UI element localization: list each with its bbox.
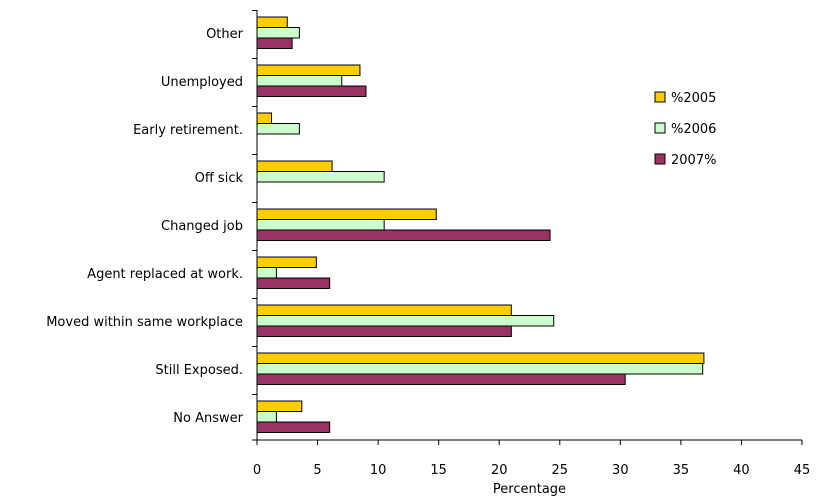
category-label-unemployed: Unemployed xyxy=(161,75,243,90)
legend: %2005 %2006 2007% xyxy=(654,91,716,168)
legend-swatch-2006 xyxy=(654,122,666,134)
legend-swatch-2007 xyxy=(654,153,666,165)
x-tick-label-35: 35 xyxy=(673,463,690,478)
category-label-off-sick: Off sick xyxy=(195,171,244,186)
bar-2007-no-answer xyxy=(256,421,331,433)
bar-2006-off-sick xyxy=(256,171,385,183)
bar-2005-off-sick xyxy=(256,160,333,172)
category-labels: Other Unemployed Early retirement. Off sick… xyxy=(46,10,257,441)
legend-label-2006: %2006 xyxy=(671,122,716,137)
bar-2007-other xyxy=(256,37,293,49)
x-tick-label-5: 5 xyxy=(313,463,321,478)
bars-group xyxy=(256,16,705,433)
category-label-moved-within-same-workplace: Moved within same workplace xyxy=(46,315,243,330)
category-label-early-retirement: Early retirement. xyxy=(133,123,243,138)
bar-2005-moved-within-same-workplace xyxy=(256,304,512,316)
x-tick-label-20: 20 xyxy=(491,463,508,478)
x-tick-label-25: 25 xyxy=(552,463,569,478)
category-label-agent-replaced-at-work: Agent replaced at work. xyxy=(87,267,243,282)
bar-2007-changed-job xyxy=(256,229,551,241)
legend-label-2007: 2007% xyxy=(671,153,716,168)
x-tick-label-40: 40 xyxy=(733,463,750,478)
x-tick-label-30: 30 xyxy=(612,463,629,478)
bar-2005-early-retirement xyxy=(256,112,273,124)
x-tick-label-45: 45 xyxy=(794,463,811,478)
bar-2006-unemployed xyxy=(256,75,343,87)
bar-2006-early-retirement xyxy=(256,123,300,135)
bar-2006-still-exposed xyxy=(256,363,704,375)
legend-swatch-2005 xyxy=(654,91,666,103)
x-ticks: 0 5 10 15 20 25 30 35 40 45 xyxy=(253,440,810,478)
bar-2005-agent-replaced-at-work xyxy=(256,256,317,268)
bar-2007-unemployed xyxy=(256,85,367,97)
bar-2005-unemployed xyxy=(256,64,361,76)
bar-2007-agent-replaced-at-work xyxy=(256,277,331,289)
bar-2006-other xyxy=(256,27,300,39)
category-label-changed-job: Changed job xyxy=(161,219,243,234)
axes xyxy=(256,10,802,441)
bar-2005-no-answer xyxy=(256,400,303,412)
category-label-no-answer: No Answer xyxy=(173,411,243,426)
x-tick-label-10: 10 xyxy=(370,463,387,478)
x-tick-label-15: 15 xyxy=(430,463,447,478)
category-label-still-exposed: Still Exposed. xyxy=(155,363,243,378)
bar-2007-still-exposed xyxy=(256,373,626,385)
x-tick-label-0: 0 xyxy=(253,463,261,478)
bar-2006-no-answer xyxy=(256,411,277,423)
category-label-other: Other xyxy=(206,27,244,42)
bar-2006-moved-within-same-workplace xyxy=(256,315,555,327)
bar-2006-agent-replaced-at-work xyxy=(256,267,277,279)
bar-2005-still-exposed xyxy=(256,352,705,364)
bar-2007-moved-within-same-workplace xyxy=(256,325,512,337)
bar-2006-changed-job xyxy=(256,219,385,231)
bar-2005-changed-job xyxy=(256,208,437,220)
legend-label-2005: %2005 xyxy=(671,91,716,106)
bar-2005-other xyxy=(256,16,288,28)
x-axis-title: Percentage xyxy=(493,482,566,496)
